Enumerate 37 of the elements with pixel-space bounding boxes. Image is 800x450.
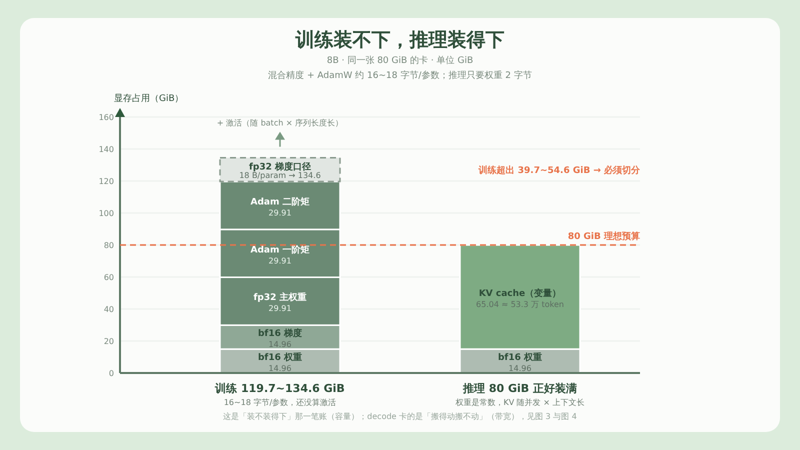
y-tick-label: 0 [108, 369, 114, 378]
y-tick-label: 80 [104, 241, 114, 250]
series-label: Adam 二阶矩 [250, 196, 310, 208]
chart-title: 训练装不下，推理装得下 [294, 29, 504, 51]
text: bf16 权重 [498, 353, 542, 364]
text: 权重是常数，KV 随并发 × 上下文长 [454, 398, 585, 407]
series-label: fp32 主权重 [253, 292, 307, 304]
y-tick-label: 140 [98, 145, 114, 154]
series-label: bf16 梯度 [258, 328, 302, 340]
y-tick-label: 160 [98, 113, 114, 122]
series-label: fp32 梯度口径 [248, 162, 312, 173]
y-tick-label: 100 [98, 209, 114, 218]
data-label: 29.91 [268, 256, 292, 266]
x-tick-label: 训练 119.7~134.6 GiB [214, 382, 345, 395]
text: 16~18 字节/参数，还没算激活 [224, 398, 336, 407]
data-label: 29.91 [268, 208, 292, 218]
series-label: Adam 一阶矩 [250, 244, 310, 256]
y-tick-label: 60 [104, 273, 114, 282]
annotation: 18 B/param → 134.6 [239, 171, 321, 180]
data-label: 29.91 [268, 304, 292, 314]
y-axis-title: 显存占用（GiB） [114, 93, 184, 104]
annotation: 训练超出 39.7~54.6 GiB → 必须切分 [478, 165, 641, 176]
y-tick-label: 20 [104, 337, 114, 346]
data-label: 14.96 [508, 364, 532, 374]
annotation: + 激活（随 batch × 序列长度长） [216, 118, 344, 128]
text: 这是「装不装得下」那一笔账（容量）；decode 卡的是「搬得动搬不动」（带宽），见图 3 与图 4 [223, 412, 577, 421]
data-label: 14.96 [268, 364, 292, 374]
x-tick-label: 推理 80 GiB 正好装满 [462, 382, 577, 395]
text: 混合精度 + AdamW 约 16~18 字节/参数；推理只要权重 2 字节 [268, 70, 532, 81]
ref-line-label: 80 GiB 理想预算 [568, 231, 640, 242]
series-label: bf16 权重 [258, 352, 302, 364]
y-tick-label: 40 [104, 305, 114, 314]
data-label: 65.04 ≈ 53.3 万 token [476, 300, 564, 310]
chart-subtitle: 8B · 同一张 80 GiB 的卡 · 单位 GiB [326, 55, 474, 66]
data-label: 14.96 [268, 340, 292, 350]
y-tick-label: 120 [98, 177, 114, 186]
series-label: KV cache（变量） [478, 288, 562, 300]
